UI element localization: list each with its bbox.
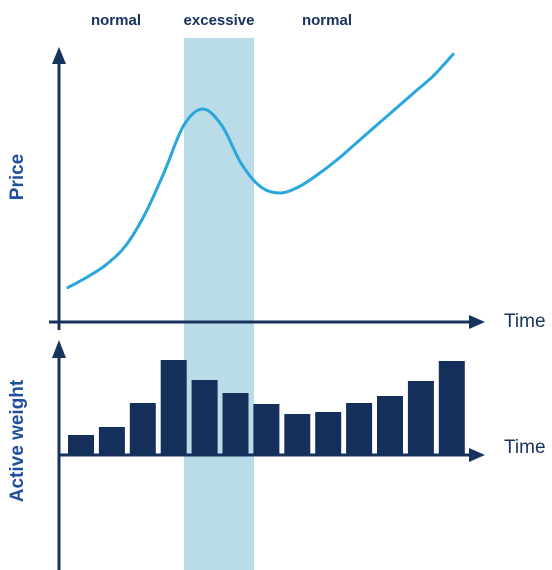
active-weight-bar-1: [68, 435, 94, 455]
active-weight-bar-9: [315, 412, 342, 455]
price-y-axis-arrow: [52, 47, 66, 64]
price-point-9: [239, 162, 243, 166]
price-point-2: [105, 262, 108, 266]
active-weight-axis-title: Active weight: [7, 379, 28, 502]
active-weight-bar-13: [438, 361, 465, 455]
price-series-points: [66, 52, 455, 289]
price-axis-title: Price: [7, 154, 28, 200]
price-point-17: [393, 107, 397, 111]
active-weight-bar-7: [253, 404, 280, 455]
price-point-4: [143, 212, 147, 216]
price-point-7: [201, 107, 205, 111]
price-point-0: [66, 286, 70, 289]
price-point-5: [162, 170, 166, 174]
price-point-15: [355, 141, 359, 145]
active-weight-x-axis-arrow: [469, 448, 485, 462]
price-point-13: [316, 172, 320, 176]
active-weight-bar-4: [160, 360, 187, 455]
active-weight-bar-11: [377, 396, 403, 455]
active-weight-bar-6: [222, 393, 249, 455]
price-series-line: [66, 52, 455, 289]
price-point-12: [297, 185, 301, 189]
excessive-phase-band: [184, 38, 254, 570]
active-weight-bar-2: [98, 427, 125, 455]
phase-label-normal-1: normal: [91, 12, 141, 29]
price-point-1: [85, 275, 89, 279]
active-weight-y-axis-arrow: [52, 340, 66, 358]
price-point-14: [336, 157, 339, 161]
price-point-16: [374, 124, 378, 128]
price-point-20: [451, 52, 455, 56]
price-point-10: [259, 185, 262, 189]
active-weight-bar-12: [407, 381, 434, 455]
price-point-6: [182, 124, 185, 128]
price-x-axis-arrow: [469, 315, 485, 329]
price-point-3: [124, 244, 128, 247]
price-time-label: Time: [504, 311, 546, 332]
phase-label-normal-2: normal: [302, 12, 352, 29]
active-weight-bar-10: [346, 403, 373, 455]
price-point-8: [220, 124, 224, 128]
active-weight-bar-8: [284, 414, 311, 455]
active-weight-bar-5: [191, 380, 218, 455]
active-weight-time-label: Time: [504, 437, 546, 458]
active-weight-bars: [68, 360, 465, 455]
price-point-11: [278, 191, 282, 195]
price-point-18: [413, 90, 416, 94]
price-point-19: [432, 73, 436, 77]
price-axes: [49, 47, 485, 330]
active-weight-bar-3: [129, 403, 156, 455]
phase-label-excessive: excessive: [184, 12, 255, 29]
